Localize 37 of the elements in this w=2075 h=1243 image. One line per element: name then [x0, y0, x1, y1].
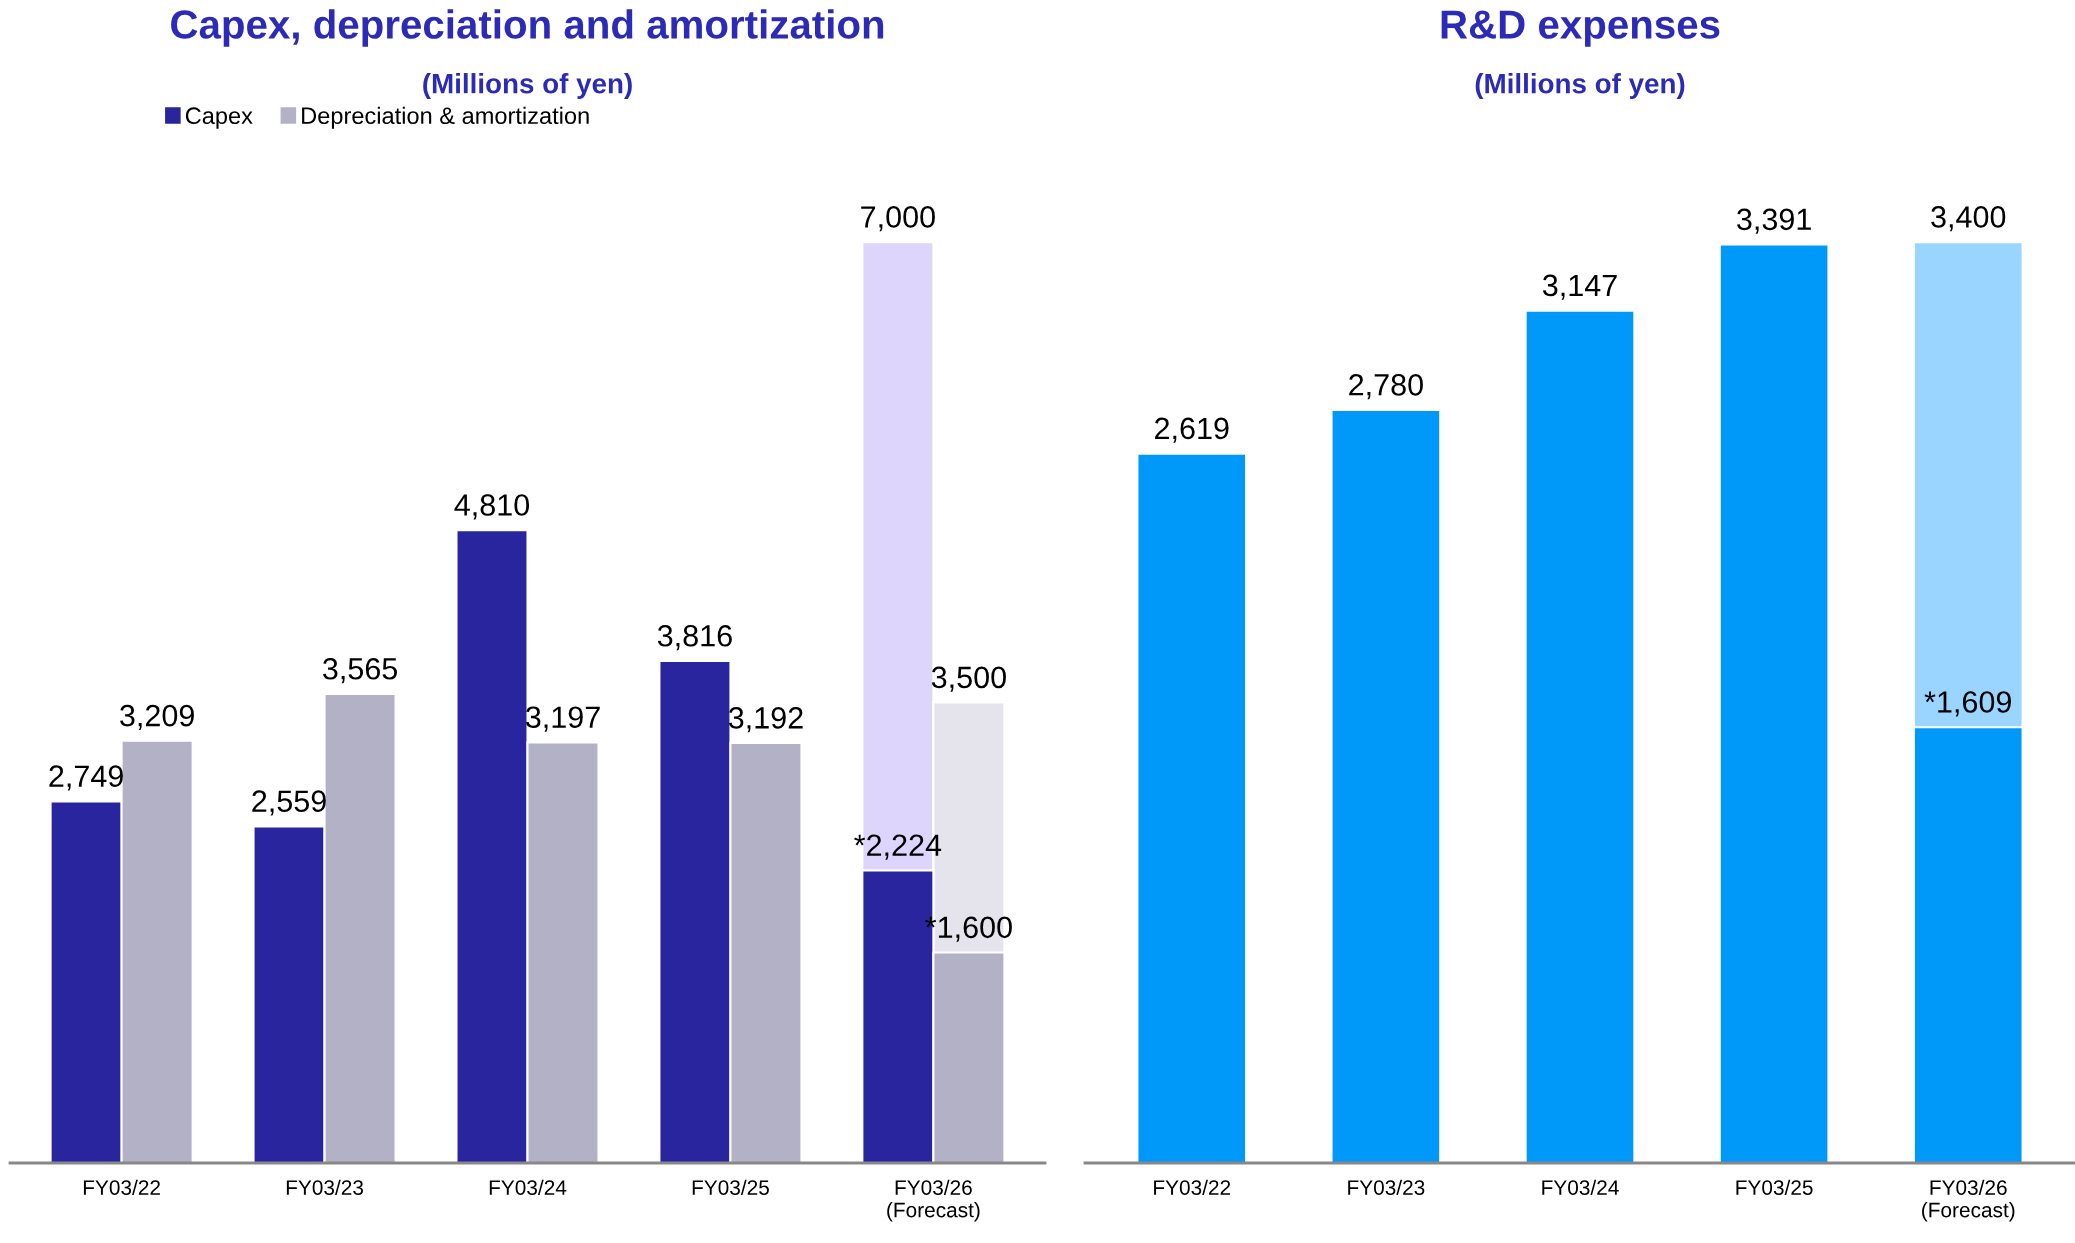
x-tick-label: FY03/22 — [1154, 1179, 1231, 1195]
data-label: 3,391 — [1737, 208, 1811, 234]
data-label: 3,209 — [120, 704, 194, 731]
data-label: *1,609 — [1924, 691, 2011, 717]
x-tick-label: FY03/24 — [1542, 1179, 1619, 1195]
bar — [1136, 452, 1248, 1163]
bar — [1718, 243, 1830, 1163]
chart-title: R&D expenses — [1441, 10, 1720, 47]
x-tick-label: FY03/25 — [1736, 1179, 1813, 1195]
data-label: 3,500 — [931, 666, 1006, 692]
data-label: 2,559 — [252, 790, 326, 816]
chart-subtitle: (Millions of yen) — [423, 73, 632, 99]
bar — [1524, 309, 1636, 1163]
data-label: 3,192 — [728, 707, 803, 733]
data-label: 3,565 — [323, 657, 398, 684]
x-tick-label: FY03/26 (Forecast) — [887, 1179, 980, 1222]
x-tick-label: FY03/24 — [489, 1179, 567, 1195]
data-label: 3,400 — [1931, 206, 2006, 232]
data-label: 3,816 — [657, 624, 732, 651]
x-tick-label: FY03/26 (Forecast) — [1922, 1179, 2015, 1222]
data-label: 3,147 — [1542, 274, 1617, 300]
data-label: 7,000 — [861, 206, 935, 232]
bar — [1330, 408, 1442, 1163]
x-tick-label: FY03/25 — [692, 1179, 769, 1195]
data-label: *2,224 — [854, 834, 942, 860]
data-label: 2,780 — [1349, 374, 1423, 400]
data-label: 3,197 — [525, 706, 600, 732]
data-label: 4,810 — [454, 494, 530, 520]
legend-label: Depreciation & amortization — [302, 106, 589, 129]
chart-subtitle: (Millions of yen) — [1475, 73, 1685, 99]
chart-title: Capex, depreciation and amortization — [171, 9, 884, 47]
x-tick-label: FY03/23 — [1348, 1179, 1425, 1195]
data-label: 2,619 — [1155, 417, 1229, 443]
data-label: 2,749 — [49, 765, 123, 791]
legend-label: Capex — [185, 107, 253, 129]
x-tick-label: FY03/22 — [83, 1179, 160, 1195]
x-tick-label: FY03/23 — [286, 1179, 364, 1195]
